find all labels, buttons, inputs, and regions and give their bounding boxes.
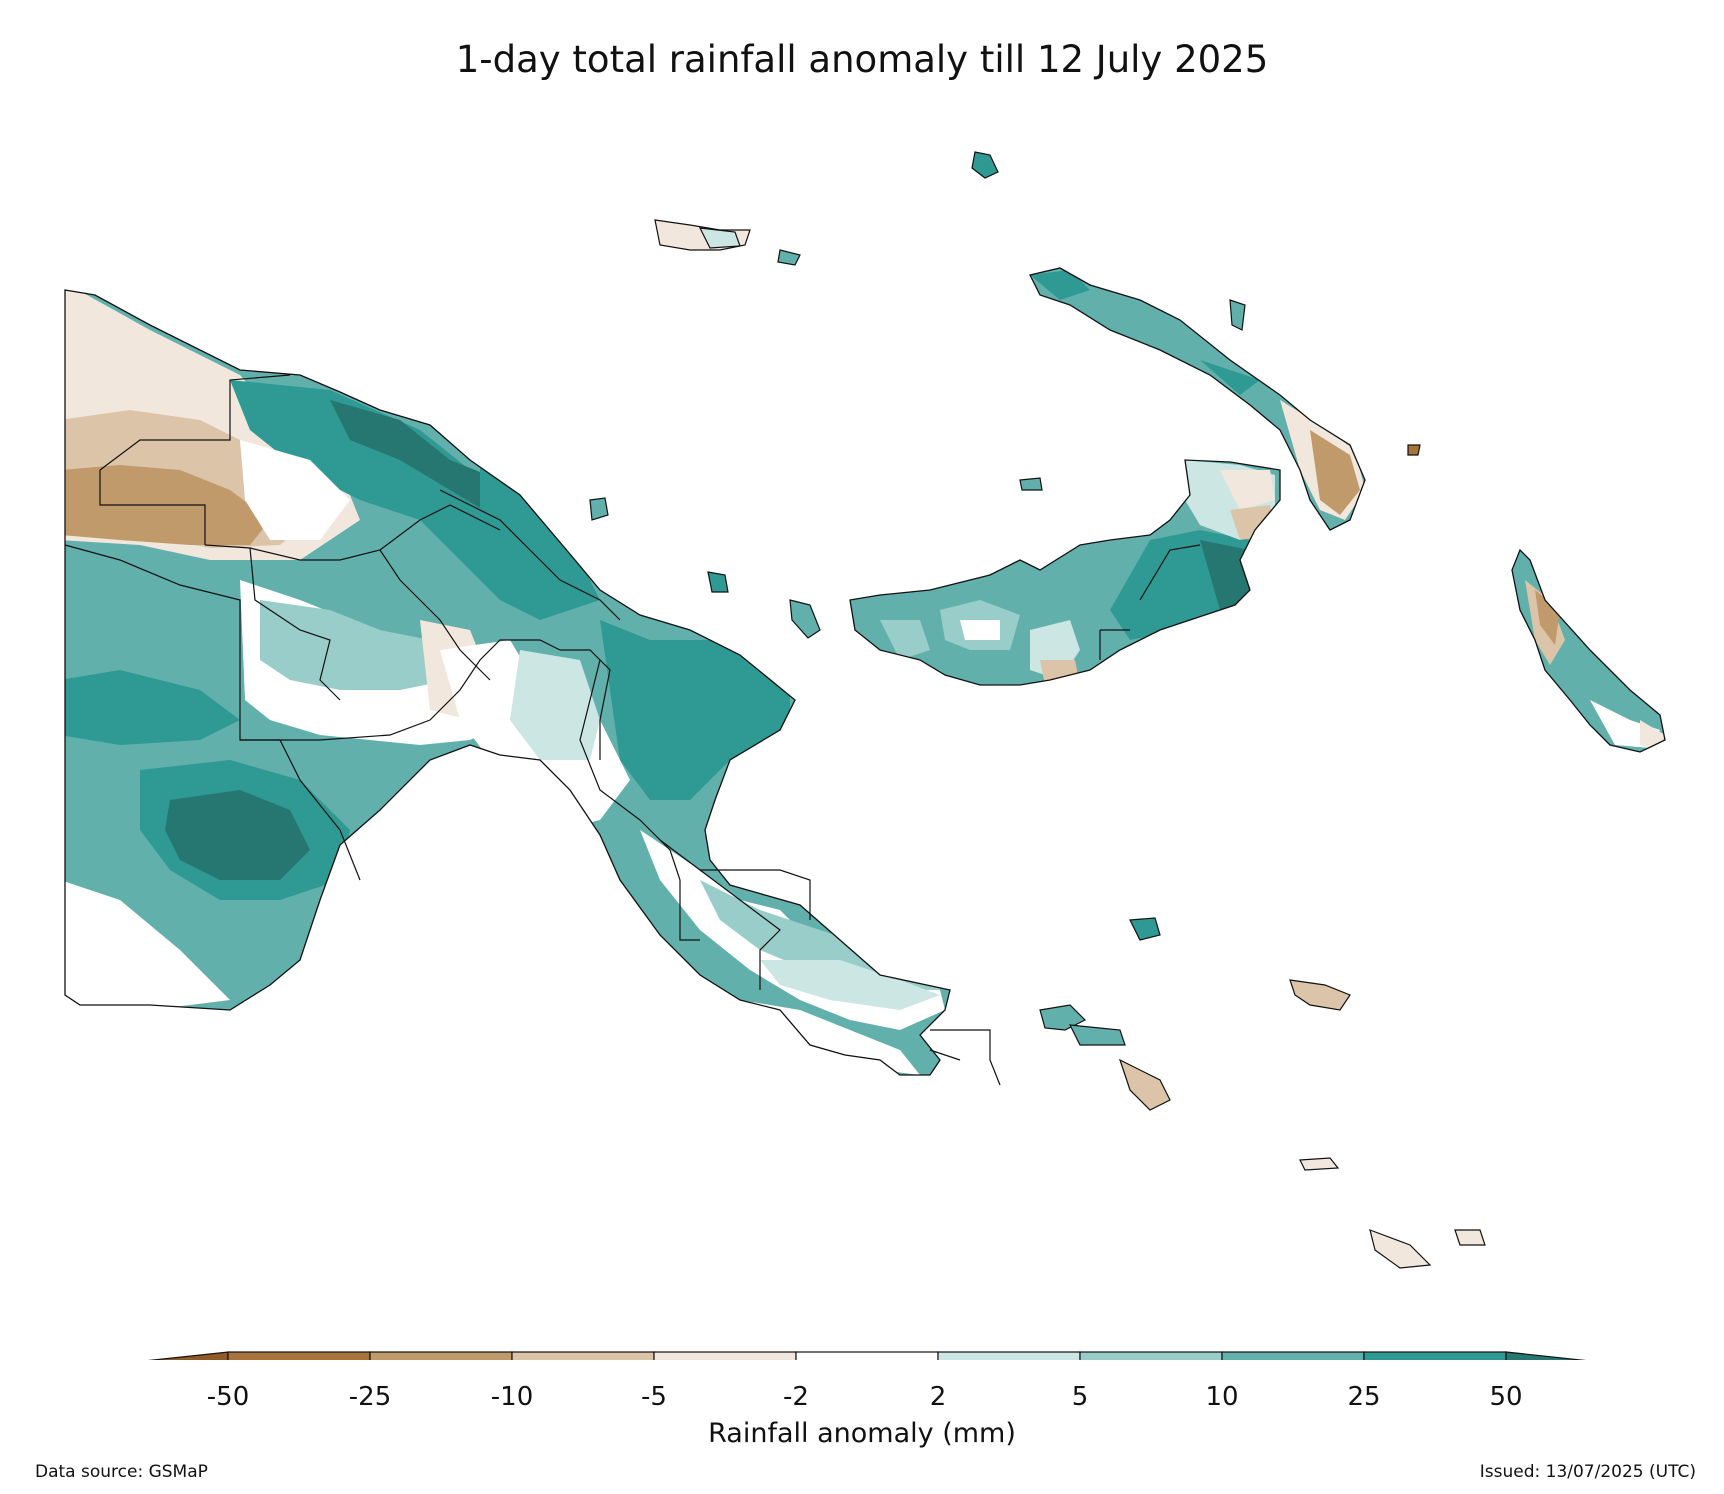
colorbar-tick: -25 [348,1382,392,1412]
data-source: Data source: GSMaP [35,1462,208,1482]
new-britain-coastline [849,459,1281,686]
colorbar-tick: -10 [490,1382,534,1412]
colorbar-tick: -5 [641,1382,667,1412]
colorbar-extend-low [147,1351,229,1360]
province-boundaries [64,374,1001,1086]
mainland-new-guinea [65,290,950,1075]
colorbar-tick: 50 [1489,1382,1523,1412]
colorbar-tick: 5 [1071,1382,1089,1412]
colorbar-tick: 10 [1205,1382,1239,1412]
issued-date: Issued: 13/07/2025 (UTC) [1479,1462,1696,1482]
small-islands [589,299,1486,1269]
colorbar-tick: -50 [206,1382,250,1412]
colorbar-extend-high [1505,1351,1587,1360]
new-britain-island [850,460,1280,685]
mainland-coastline [64,289,951,1076]
colorbar-label: Rainfall anomaly (mm) [708,1418,1016,1449]
colorbar-tick: 2 [929,1382,947,1412]
bougainville-coastline [1511,548,1666,753]
manus-islands [654,151,999,266]
colorbar-tick: -2 [783,1382,809,1412]
colorbar [147,1351,1587,1360]
map-title: 1-day total rainfall anomaly till 12 Jul… [455,38,1269,81]
new-ireland-coastline [1029,267,1366,531]
new-britain-boundaries [1099,544,1201,660]
rainfall-anomaly-map [64,151,1666,1360]
colorbar-tick: 25 [1347,1382,1381,1412]
